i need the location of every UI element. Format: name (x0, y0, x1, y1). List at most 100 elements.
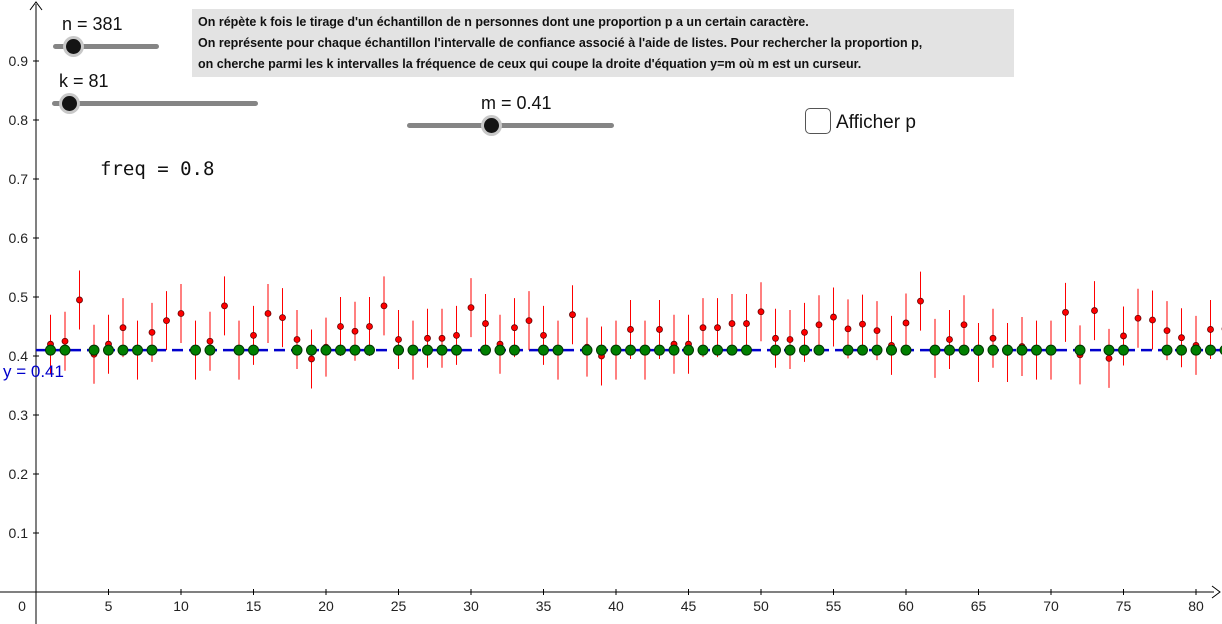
x-tick-label: 40 (608, 598, 624, 614)
interval-center-point (221, 302, 228, 310)
intersection-point (364, 344, 375, 356)
x-tick-label: 80 (1188, 598, 1204, 614)
interval-center-point (380, 302, 388, 310)
intersection-point (639, 344, 651, 356)
interval-center-point (293, 336, 301, 343)
intersection-point (813, 344, 825, 356)
intersection-point (393, 344, 404, 356)
interval-center-point (250, 331, 257, 339)
line-equation-label: y = 0.41 (3, 362, 64, 381)
x-tick-label: 50 (753, 598, 769, 614)
interval-center-point (757, 308, 765, 316)
info-line: On répète k fois le tirage d'un échantil… (198, 15, 809, 29)
interval-center-point (699, 324, 707, 332)
y-tick-label: 0.9 (9, 53, 29, 69)
interval-center-point (424, 334, 431, 342)
intersection-point (1161, 344, 1173, 356)
intersection-point (944, 344, 955, 356)
intersection-point (204, 344, 216, 356)
intersection-point (45, 344, 56, 356)
x-tick-label: 60 (898, 598, 914, 614)
intersection-point (1045, 344, 1057, 356)
x-tick-label: 55 (826, 598, 842, 614)
x-tick-label: 70 (1043, 598, 1059, 614)
n-slider-knob[interactable] (66, 39, 81, 54)
k-slider-knob[interactable] (62, 96, 77, 111)
y-tick-label: 0.7 (9, 171, 29, 187)
m-slider-track[interactable] (407, 123, 614, 128)
intersection-point (422, 344, 433, 356)
interval-center-point (438, 334, 446, 342)
interval-center-point (395, 336, 402, 343)
interval-center-point (1163, 327, 1171, 335)
intersection-point (1190, 344, 1202, 356)
y-tick-label: 0.5 (9, 289, 29, 305)
interval-center-point (163, 317, 170, 325)
intersection-point (436, 344, 448, 356)
interval-center-point (786, 336, 794, 343)
m-slider-knob[interactable] (484, 118, 499, 133)
intersection-point (117, 344, 129, 356)
intersection-point (973, 344, 984, 356)
intersection-point (1016, 344, 1028, 356)
interval-center-point (728, 320, 736, 327)
intersection-point (741, 344, 752, 356)
intersection-point (480, 344, 491, 356)
x-tick-label: 5 (105, 598, 113, 614)
show-p-label[interactable]: Afficher p (836, 112, 916, 133)
intersection-point (987, 344, 999, 356)
intersection-point (596, 344, 607, 356)
interval-center-point (830, 313, 837, 321)
intersection-point (857, 344, 868, 356)
intersection-point (59, 344, 71, 356)
interval-center-point (482, 320, 489, 327)
intersection-point (581, 344, 593, 356)
intersection-point (958, 344, 970, 356)
interval-center-point (815, 321, 823, 329)
intersection-point (103, 344, 114, 356)
y-tick-label: 0.6 (9, 230, 29, 246)
interval-center-point (119, 324, 127, 332)
interval-center-point (801, 328, 808, 336)
interval-center-point (946, 336, 953, 343)
intersection-point (900, 344, 912, 356)
info-line: on cherche parmi les k intervalles la fr… (198, 57, 862, 71)
k-slider-track[interactable] (52, 101, 258, 106)
intersection-point (668, 344, 680, 356)
intersection-point (494, 344, 506, 356)
intersection-point (291, 344, 303, 356)
interval-center-point (366, 323, 373, 330)
interval-center-point (569, 311, 576, 319)
intersection-point (306, 344, 317, 356)
intersection-point (697, 344, 709, 356)
x-tick-label: 15 (246, 598, 262, 614)
intersection-point (552, 344, 564, 356)
interval-center-point (453, 331, 460, 339)
intersection-point (509, 344, 520, 356)
intersection-point (233, 344, 245, 356)
interval-center-point (337, 323, 344, 330)
show-p-checkbox[interactable] (805, 108, 831, 134)
interval-center-point (917, 297, 924, 305)
interval-center-point (1105, 354, 1113, 362)
interval-center-point (1149, 316, 1156, 324)
x-tick-label: 65 (971, 598, 987, 614)
intersection-point (132, 344, 143, 356)
x-tick-label: 10 (173, 598, 189, 614)
interval-center-point (859, 320, 866, 328)
intersection-point (320, 344, 332, 356)
intersection-point (248, 344, 259, 356)
n-slider-track[interactable] (53, 44, 159, 49)
interval-center-point (525, 317, 533, 325)
intersection-point (146, 344, 158, 356)
interval-center-point (540, 331, 547, 339)
interval-center-point (1120, 332, 1127, 340)
intersection-point (770, 344, 781, 356)
y-tick-label: 0.8 (9, 112, 29, 128)
y-tick-label: 0.1 (9, 525, 29, 541)
interval-center-point (206, 337, 214, 345)
interval-center-point (902, 319, 910, 327)
interval-center-point (1062, 308, 1069, 316)
interval-center-point (177, 310, 185, 317)
